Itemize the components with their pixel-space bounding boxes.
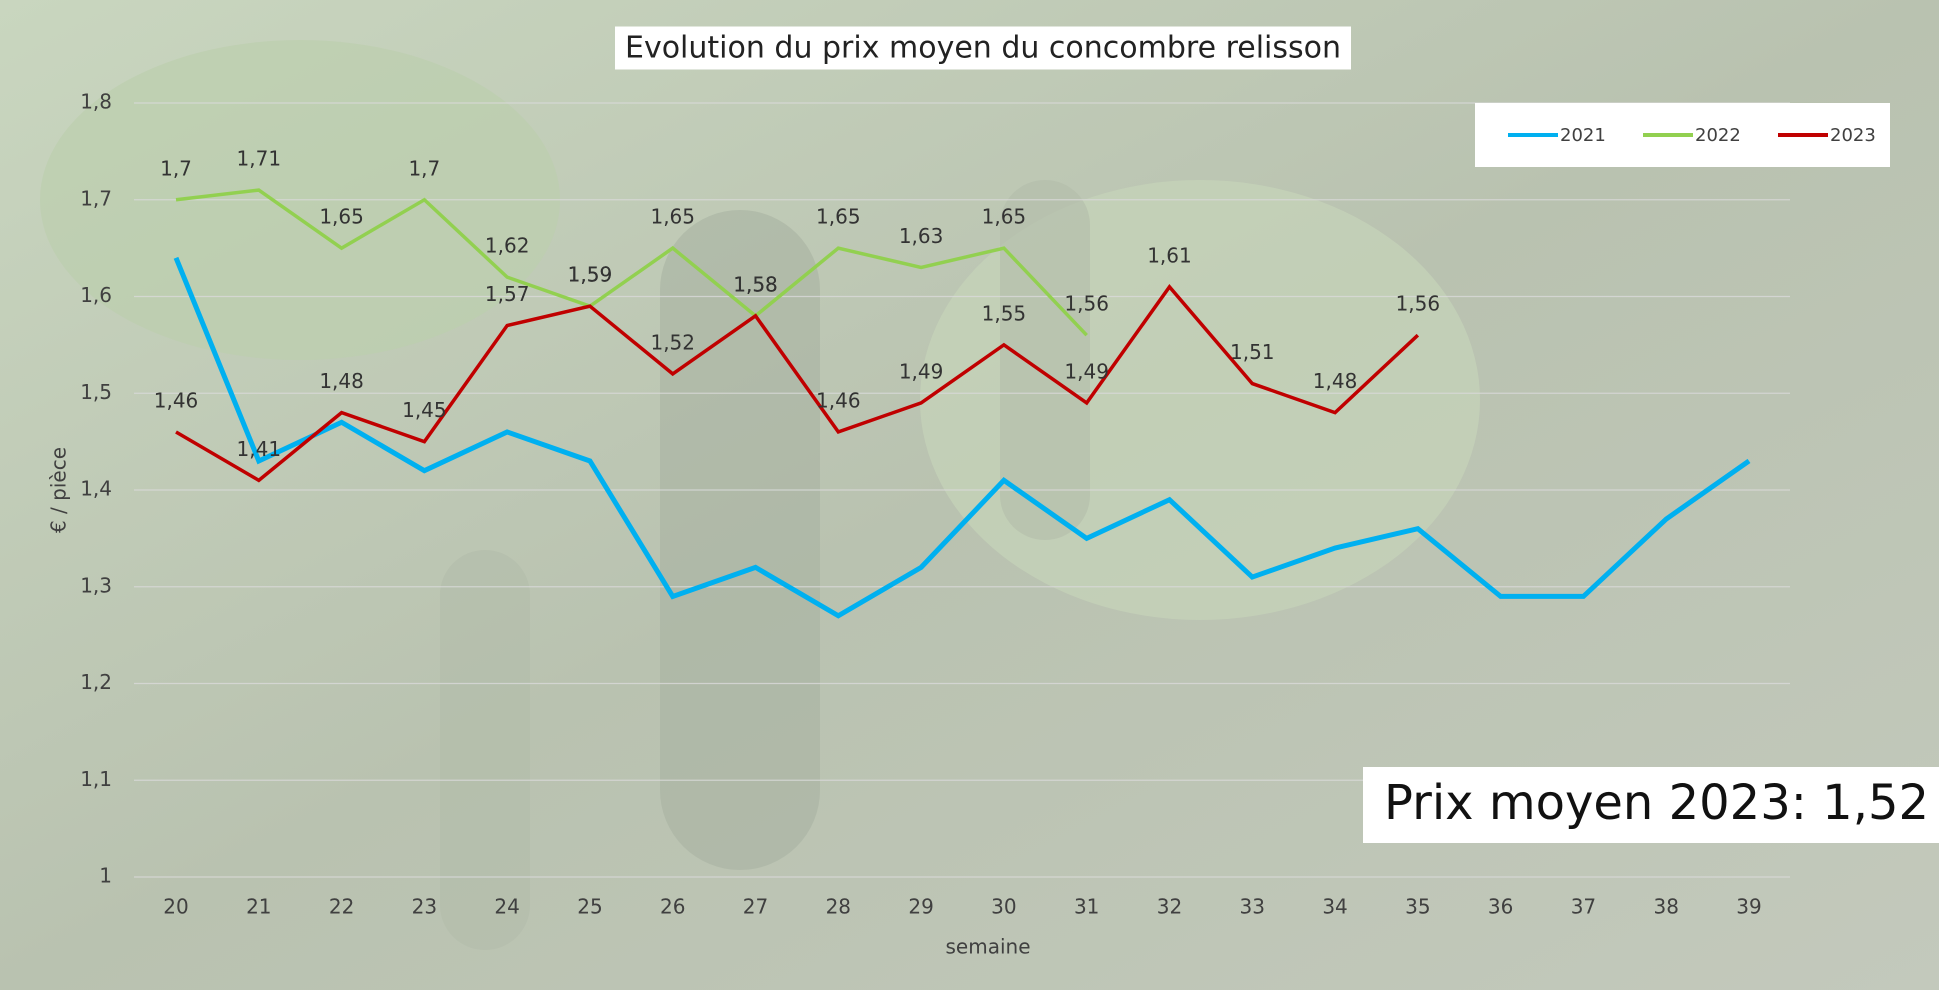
x-tick-label: 21 bbox=[246, 895, 271, 919]
data-label: 1,52 bbox=[650, 330, 695, 354]
data-label: 1,65 bbox=[816, 205, 861, 229]
data-label: 1,57 bbox=[485, 282, 530, 306]
series-line bbox=[175, 188, 1088, 337]
y-tick-label: 1,8 bbox=[80, 90, 112, 114]
data-label: 1,56 bbox=[1064, 292, 1109, 316]
data-label: 1,7 bbox=[408, 156, 440, 180]
cucumber bbox=[440, 550, 530, 950]
x-tick-label: 37 bbox=[1571, 895, 1596, 919]
data-label: 1,71 bbox=[237, 147, 282, 171]
data-label: 1,41 bbox=[237, 437, 282, 461]
cucumber bbox=[660, 210, 820, 870]
y-tick-label: 1,4 bbox=[80, 477, 112, 501]
x-tick-label: 35 bbox=[1405, 895, 1430, 919]
x-tick-label: 25 bbox=[577, 895, 602, 919]
data-label: 1,65 bbox=[319, 205, 364, 229]
data-label: 1,51 bbox=[1230, 340, 1275, 364]
data-label: 1,48 bbox=[319, 369, 364, 393]
y-axis-label: € / pièce bbox=[47, 447, 71, 533]
data-label: 1,45 bbox=[402, 398, 447, 422]
x-tick-label: 32 bbox=[1157, 895, 1182, 919]
data-label: 1,59 bbox=[568, 263, 613, 287]
x-tick-label: 27 bbox=[743, 895, 768, 919]
annotation-box bbox=[1363, 767, 1939, 843]
data-label: 1,62 bbox=[485, 234, 530, 258]
legend-label: 2021 bbox=[1560, 125, 1606, 146]
data-label: 1,46 bbox=[154, 388, 199, 412]
data-label: 1,46 bbox=[816, 388, 861, 412]
x-tick-label: 39 bbox=[1736, 895, 1761, 919]
x-tick-label: 33 bbox=[1240, 895, 1265, 919]
data-label: 1,55 bbox=[982, 301, 1027, 325]
y-tick-label: 1,2 bbox=[80, 670, 112, 694]
legend-label: 2022 bbox=[1695, 125, 1741, 146]
series-line bbox=[173, 256, 1751, 619]
y-tick-label: 1 bbox=[99, 864, 112, 888]
y-tick-label: 1,3 bbox=[80, 573, 112, 597]
data-label: 1,61 bbox=[1147, 243, 1192, 267]
y-tick-label: 1,5 bbox=[80, 380, 112, 404]
y-tick-label: 1,6 bbox=[80, 283, 112, 307]
x-tick-label: 26 bbox=[660, 895, 685, 919]
data-label: 1,59 bbox=[568, 263, 613, 287]
x-tick-label: 30 bbox=[991, 895, 1016, 919]
series-line bbox=[175, 283, 1420, 483]
x-tick-label: 22 bbox=[329, 895, 354, 919]
x-tick-label: 36 bbox=[1488, 895, 1513, 919]
x-tick-label: 20 bbox=[163, 895, 188, 919]
data-label: 1,49 bbox=[1064, 359, 1109, 383]
data-label: 1,65 bbox=[650, 205, 695, 229]
data-label: 1,63 bbox=[899, 224, 944, 248]
data-label: 1,58 bbox=[733, 272, 778, 296]
x-tick-label: 38 bbox=[1653, 895, 1678, 919]
x-tick-label: 28 bbox=[826, 895, 851, 919]
data-label: 1,48 bbox=[1313, 369, 1358, 393]
annotation: Prix moyen 2023: 1,52 bbox=[1384, 775, 1929, 831]
x-tick-label: 29 bbox=[908, 895, 933, 919]
y-tick-label: 1,7 bbox=[80, 186, 112, 210]
data-label: 1,65 bbox=[982, 205, 1027, 229]
x-axis-label: semaine bbox=[946, 935, 1031, 959]
legend-label: 2023 bbox=[1830, 125, 1876, 146]
title-box bbox=[614, 26, 1352, 70]
data-label: 1,56 bbox=[1396, 292, 1441, 316]
x-tick-label: 31 bbox=[1074, 895, 1099, 919]
y-tick-label: 1,1 bbox=[80, 767, 112, 791]
data-label: 1,7 bbox=[160, 156, 192, 180]
x-tick-label: 34 bbox=[1322, 895, 1347, 919]
x-tick-label: 23 bbox=[412, 895, 437, 919]
chart-title: Evolution du prix moyen du concombre rel… bbox=[625, 31, 1341, 66]
data-label: 1,58 bbox=[733, 272, 778, 296]
data-label: 1,49 bbox=[899, 359, 944, 383]
x-tick-label: 24 bbox=[494, 895, 519, 919]
